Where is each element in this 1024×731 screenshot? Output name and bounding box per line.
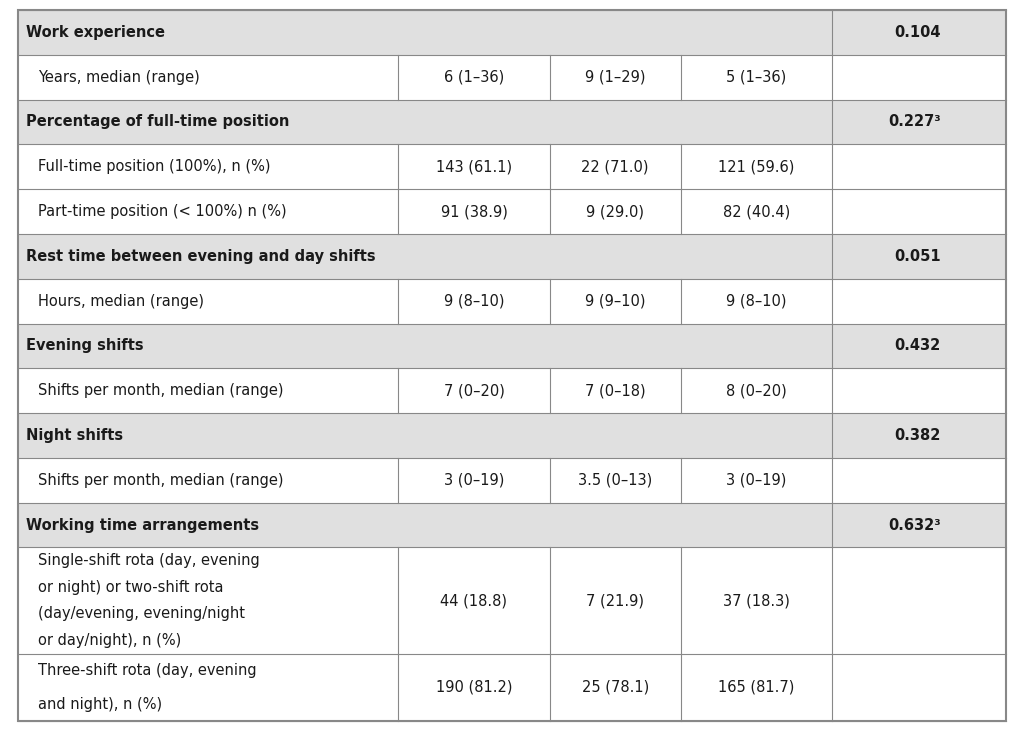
Bar <box>18 324 1006 368</box>
Text: 9 (9–10): 9 (9–10) <box>585 294 645 308</box>
Text: Single-shift rota (day, evening: Single-shift rota (day, evening <box>38 553 260 568</box>
Text: 0.104: 0.104 <box>894 25 941 40</box>
Text: 165 (81.7): 165 (81.7) <box>719 680 795 695</box>
Bar <box>18 654 1006 721</box>
Text: 121 (59.6): 121 (59.6) <box>719 159 795 174</box>
Text: Rest time between evening and day shifts: Rest time between evening and day shifts <box>26 249 376 264</box>
Bar <box>18 413 1006 458</box>
Text: 9 (8–10): 9 (8–10) <box>726 294 786 308</box>
Bar <box>18 234 1006 279</box>
Text: or night) or two-shift rota: or night) or two-shift rota <box>38 580 223 595</box>
Bar <box>18 144 1006 189</box>
Text: and night), n (%): and night), n (%) <box>38 697 162 712</box>
Text: (day/evening, evening/night: (day/evening, evening/night <box>38 607 245 621</box>
Text: Hours, median (range): Hours, median (range) <box>38 294 204 308</box>
Text: Evening shifts: Evening shifts <box>26 338 143 353</box>
Text: Shifts per month, median (range): Shifts per month, median (range) <box>38 383 284 398</box>
Text: Night shifts: Night shifts <box>26 428 123 443</box>
Bar <box>18 503 1006 548</box>
Bar <box>18 55 1006 99</box>
Text: 3 (0–19): 3 (0–19) <box>726 473 786 488</box>
Text: Percentage of full-time position: Percentage of full-time position <box>26 115 290 129</box>
Bar <box>18 10 1006 55</box>
Text: 7 (21.9): 7 (21.9) <box>587 593 644 608</box>
Text: Working time arrangements: Working time arrangements <box>26 518 259 533</box>
Text: 37 (18.3): 37 (18.3) <box>723 593 790 608</box>
Text: Part-time position (< 100%) n (%): Part-time position (< 100%) n (%) <box>38 204 287 219</box>
Text: 8 (0–20): 8 (0–20) <box>726 383 786 398</box>
Text: 7 (0–18): 7 (0–18) <box>585 383 645 398</box>
Text: 9 (1–29): 9 (1–29) <box>585 69 645 85</box>
Text: 25 (78.1): 25 (78.1) <box>582 680 649 695</box>
Text: 91 (38.9): 91 (38.9) <box>440 204 508 219</box>
Bar <box>18 458 1006 503</box>
Text: 82 (40.4): 82 (40.4) <box>723 204 791 219</box>
Text: 143 (61.1): 143 (61.1) <box>436 159 512 174</box>
Text: 0.227³: 0.227³ <box>888 115 941 129</box>
Text: 9 (8–10): 9 (8–10) <box>443 294 504 308</box>
Text: Shifts per month, median (range): Shifts per month, median (range) <box>38 473 284 488</box>
Text: 3.5 (0–13): 3.5 (0–13) <box>579 473 652 488</box>
Text: Years, median (range): Years, median (range) <box>38 69 200 85</box>
Bar <box>18 279 1006 324</box>
Text: Full-time position (100%), n (%): Full-time position (100%), n (%) <box>38 159 270 174</box>
Text: 9 (29.0): 9 (29.0) <box>587 204 644 219</box>
Text: Three-shift rota (day, evening: Three-shift rota (day, evening <box>38 663 257 678</box>
Bar <box>18 189 1006 234</box>
Text: 0.382: 0.382 <box>894 428 941 443</box>
Text: or day/night), n (%): or day/night), n (%) <box>38 633 181 648</box>
Bar <box>18 368 1006 413</box>
Text: 190 (81.2): 190 (81.2) <box>436 680 512 695</box>
Text: Work experience: Work experience <box>26 25 165 40</box>
Text: 5 (1–36): 5 (1–36) <box>726 69 786 85</box>
Text: 7 (0–20): 7 (0–20) <box>443 383 505 398</box>
Text: 22 (71.0): 22 (71.0) <box>582 159 649 174</box>
Bar <box>18 99 1006 144</box>
Text: 0.432: 0.432 <box>894 338 941 353</box>
Text: 3 (0–19): 3 (0–19) <box>443 473 504 488</box>
Text: 6 (1–36): 6 (1–36) <box>443 69 504 85</box>
Text: 44 (18.8): 44 (18.8) <box>440 593 508 608</box>
Bar <box>18 548 1006 654</box>
Text: 0.632³: 0.632³ <box>888 518 941 533</box>
Text: 0.051: 0.051 <box>894 249 941 264</box>
